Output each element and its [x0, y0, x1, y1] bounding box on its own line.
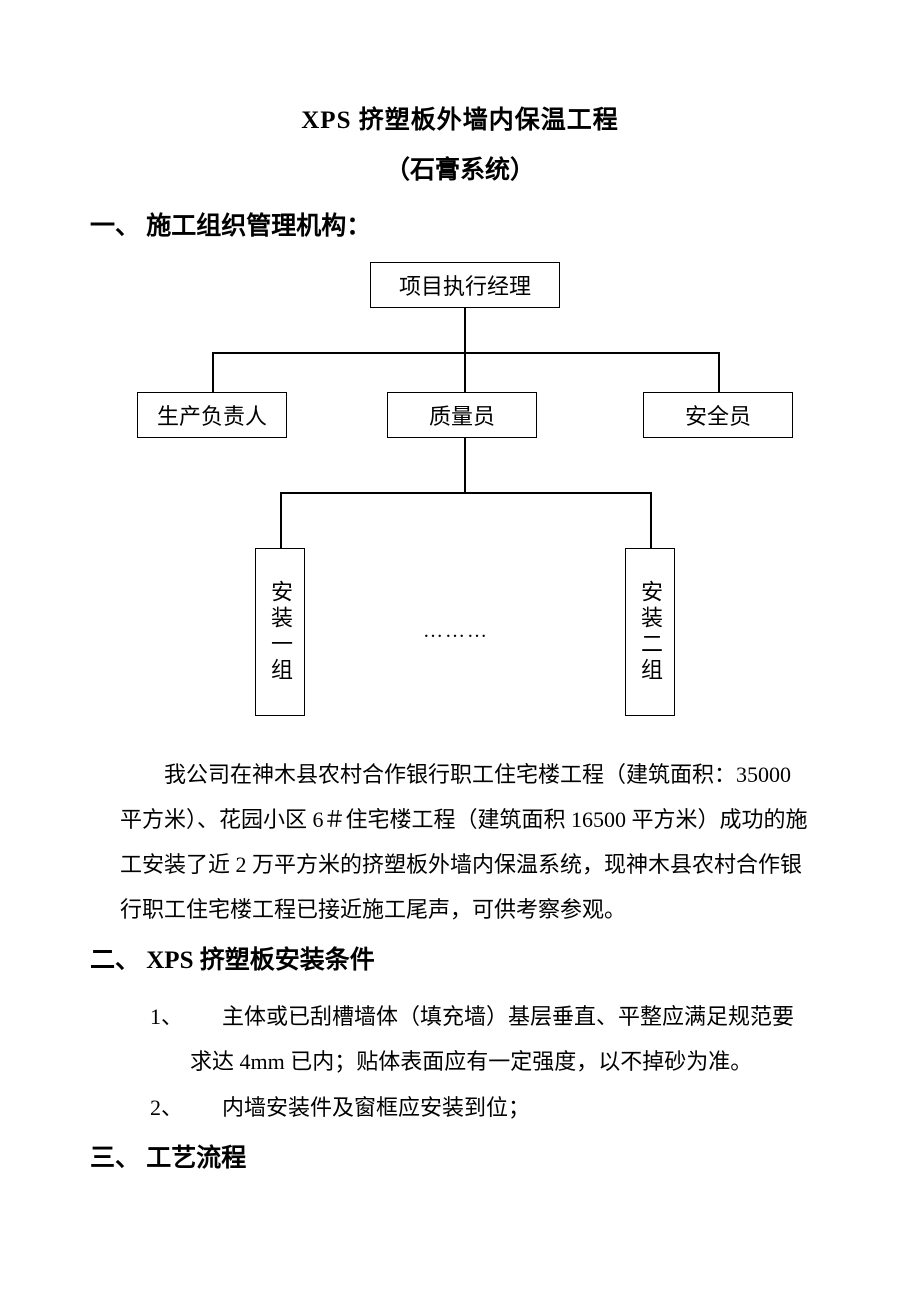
section-3-heading: 三、 工艺流程	[90, 1138, 830, 1174]
chart-line	[718, 352, 720, 392]
doc-title-line1: XPS 挤塑板外墙内保温工程	[90, 100, 830, 136]
section-1-heading: 一、 施工组织管理机构：	[90, 206, 830, 242]
doc-title-line2: （石膏系统）	[90, 150, 830, 186]
list-text: 主体或已刮槽墙体（填充墙）基层垂直、平整应满足规范要求达 4mm 已内；贴体表面…	[190, 1004, 794, 1074]
chart-node-right: 安全员	[643, 392, 793, 438]
chart-ellipsis: ………	[423, 620, 489, 643]
intro-paragraph: 我公司在神木县农村合作银行职工住宅楼工程（建筑面积：35000 平方米）、花园小…	[120, 752, 810, 932]
list-item: 2、内墙安装件及窗框应安装到位；	[170, 1085, 810, 1130]
list-text: 内墙安装件及窗框应安装到位；	[222, 1095, 530, 1120]
section-2-heading: 二、 XPS 挤塑板安装条件	[90, 940, 830, 976]
chart-node-team2: 安装二组	[625, 548, 675, 716]
chart-line	[464, 352, 466, 392]
chart-line	[650, 492, 652, 548]
chart-node-team1: 安装一组	[255, 548, 305, 716]
chart-line	[464, 308, 466, 352]
chart-line	[280, 492, 282, 548]
list-number: 2、	[170, 1085, 222, 1130]
chart-node-left: 生产负责人	[137, 392, 287, 438]
chart-node-top: 项目执行经理	[370, 262, 560, 308]
chart-node-mid: 质量员	[387, 392, 537, 438]
org-chart: 项目执行经理 生产负责人 质量员 安全员 安装一组 安装二组 ………	[125, 262, 795, 722]
chart-line	[212, 352, 214, 392]
list-number: 1、	[170, 994, 222, 1039]
chart-line	[464, 438, 466, 492]
chart-line	[280, 492, 650, 494]
list-item: 1、主体或已刮槽墙体（填充墙）基层垂直、平整应满足规范要求达 4mm 已内；贴体…	[170, 994, 810, 1084]
